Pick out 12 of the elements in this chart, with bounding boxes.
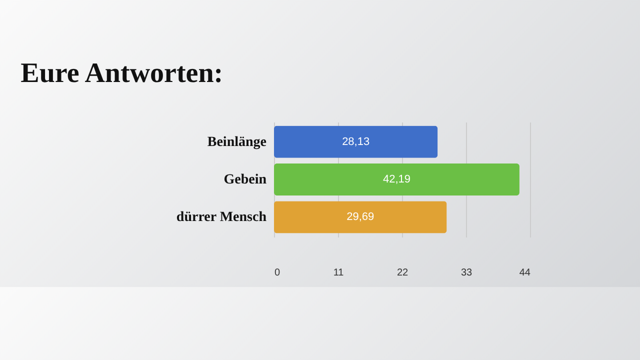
- x-tick-label: 0: [274, 268, 280, 278]
- x-tick-label: 33: [460, 268, 472, 278]
- y-tick-label: dürrer Mensch: [176, 210, 267, 226]
- data-label: 29,69: [346, 211, 374, 224]
- x-tick-label: 22: [396, 268, 408, 278]
- data-label: 42,19: [382, 174, 410, 186]
- x-tick-label: 44: [519, 268, 531, 278]
- y-tick-label: Beinlänge: [207, 134, 266, 150]
- data-label: 28,13: [342, 136, 370, 148]
- x-tick-label: 11: [333, 268, 344, 278]
- y-tick-label: Gebein: [224, 172, 267, 188]
- chart-title: Eure Antworten:: [20, 58, 224, 89]
